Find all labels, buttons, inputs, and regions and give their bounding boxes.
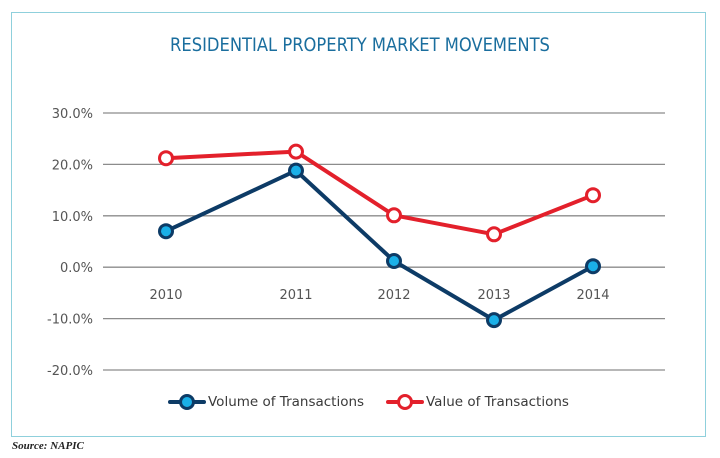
legend: Volume of Transactions Value of Transact… (0, 391, 720, 413)
data-point (486, 226, 502, 243)
legend-item-value[interactable]: Value of Transactions (386, 391, 569, 413)
legend-marker-volume-icon (168, 394, 206, 410)
x-tick-label: 2013 (477, 288, 510, 303)
y-tick-label: 0.0% (60, 261, 93, 276)
data-point (158, 223, 174, 240)
x-axis-ticks: 2010 2011 2012 2013 2014 (149, 288, 609, 303)
series-volume (158, 162, 601, 329)
x-tick-label: 2014 (576, 288, 609, 303)
x-tick-label: 2012 (377, 288, 410, 303)
data-point (288, 162, 304, 179)
y-tick-label: 30.0% (52, 107, 93, 122)
legend-marker-value-icon (386, 394, 424, 410)
y-axis-ticks: 30.0% 20.0% 10.0% 0.0% -10.0% -20.0% (47, 107, 93, 379)
y-tick-label: -20.0% (47, 364, 93, 379)
legend-label-value: Value of Transactions (426, 394, 569, 410)
series-value (158, 143, 601, 243)
data-point (585, 258, 601, 275)
data-point (386, 253, 402, 269)
legend-item-volume[interactable]: Volume of Transactions (168, 391, 364, 413)
chart-title: RESIDENTIAL PROPERTY MARKET MOVEMENTS (170, 34, 550, 56)
data-point (158, 150, 174, 167)
y-tick-label: -10.0% (47, 313, 93, 328)
legend-label-volume: Volume of Transactions (208, 394, 365, 410)
data-point (386, 207, 402, 224)
y-tick-label: 10.0% (52, 210, 93, 225)
chart-frame (11, 12, 706, 437)
series-lines (158, 143, 601, 329)
y-tick-label: 20.0% (52, 158, 93, 173)
source-note: Source: NAPIC (12, 440, 84, 452)
grid-lines (103, 112, 665, 371)
x-tick-label: 2010 (149, 288, 182, 303)
data-point (288, 143, 304, 160)
x-tick-label: 2011 (279, 288, 312, 303)
data-point (486, 312, 502, 329)
data-point (585, 187, 601, 204)
